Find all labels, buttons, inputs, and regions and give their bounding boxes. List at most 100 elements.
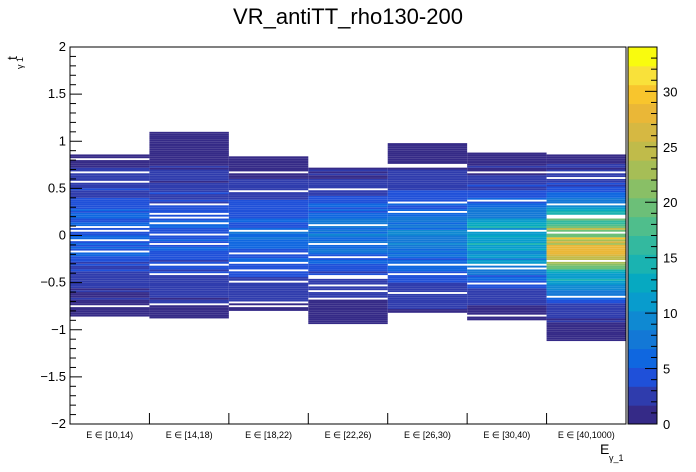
y-axis-title: t — [4, 56, 20, 60]
heatmap-cell — [546, 165, 626, 168]
heatmap-cell — [228, 197, 309, 200]
heatmap-cell — [546, 163, 626, 166]
heatmap-cell — [70, 252, 150, 255]
heatmap-cell — [70, 222, 150, 225]
heatmap-cell — [149, 178, 229, 181]
heatmap-cell — [70, 307, 150, 310]
heatmap-cell — [70, 309, 150, 311]
heatmap-cell — [149, 150, 229, 153]
heatmap-cell — [546, 316, 626, 319]
heatmap-cell — [387, 158, 468, 161]
heatmap-cell — [228, 205, 309, 208]
heatmap-cell — [149, 265, 229, 268]
heatmap-cell — [70, 201, 150, 204]
heatmap-cell — [387, 250, 468, 253]
heatmap-cell — [228, 158, 309, 161]
heatmap-cell — [228, 237, 309, 240]
heatmap-cell — [70, 224, 150, 227]
heatmap-cell — [70, 246, 150, 249]
y-axis-ticks: −2 −1.5 −1 −0.5 0 0.5 1 1.5 2 — [40, 39, 82, 431]
heatmap-cell — [467, 177, 547, 179]
heatmap-cell — [387, 252, 468, 255]
heatmap-cell — [467, 261, 547, 264]
heatmap-cell — [387, 154, 468, 157]
heatmap-cell — [387, 161, 468, 164]
heatmap-cell — [546, 290, 626, 293]
heatmap-cell — [149, 286, 229, 289]
heatmap-cell — [308, 220, 388, 223]
heatmap-cell — [387, 173, 468, 176]
heatmap-cell — [70, 161, 150, 164]
heatmap-cell — [70, 312, 150, 315]
heatmap-cell — [546, 286, 626, 289]
heatmap-cell — [149, 188, 229, 191]
heatmap-cell — [70, 301, 150, 304]
heatmap-cell — [387, 286, 468, 289]
color-scale-step — [628, 197, 657, 218]
heatmap-cell — [387, 299, 468, 302]
heatmap-cell — [70, 214, 150, 217]
heatmap-cell — [149, 310, 229, 313]
heatmap-cell — [546, 276, 626, 279]
heatmap-cell — [149, 137, 229, 140]
heatmap-cell — [467, 222, 547, 225]
heatmap-cell — [387, 143, 468, 146]
heatmap-cell — [149, 267, 229, 270]
heatmap-cell — [467, 194, 547, 196]
heatmap-cell — [149, 171, 229, 174]
heatmap-cell — [70, 154, 150, 157]
heatmap-cell — [308, 261, 388, 264]
heatmap-cell — [387, 146, 468, 149]
heatmap-cell — [70, 216, 150, 219]
heatmap-cell — [467, 310, 547, 313]
heatmap-cell — [70, 258, 150, 260]
heatmap-cell — [387, 276, 468, 279]
heatmap-cell — [149, 248, 229, 251]
heatmap-cell — [308, 288, 388, 291]
heatmap-cell — [546, 156, 626, 159]
heatmap-cell — [308, 295, 388, 298]
heatmap-cell — [387, 229, 468, 232]
y-tick-label: −1.5 — [40, 369, 66, 384]
heatmap-cell — [546, 173, 626, 176]
heatmap-cell — [149, 173, 229, 176]
heatmap-cell — [546, 226, 626, 228]
heatmap-cell — [467, 305, 547, 308]
heatmap-cell — [387, 160, 468, 162]
x-axis-label: E γ_1 — [600, 441, 624, 463]
heatmap-cell — [149, 235, 229, 238]
heatmap-cell — [70, 267, 150, 270]
heatmap-cell — [387, 288, 468, 291]
color-scale-step — [628, 141, 657, 161]
heatmap-cell — [467, 175, 547, 178]
heatmap-cell — [149, 163, 229, 166]
heatmap-cell — [546, 229, 626, 232]
heatmap-cell — [70, 235, 150, 238]
heatmap-cell — [467, 303, 547, 306]
heatmap-cell — [149, 293, 229, 296]
heatmap-cell — [228, 299, 309, 302]
heatmap-cell — [70, 295, 150, 298]
heatmap-cell — [308, 237, 388, 240]
heatmap-cell — [228, 224, 309, 227]
heatmap-cell — [546, 327, 626, 330]
heatmap-cell — [308, 316, 388, 319]
heatmap-cell — [70, 241, 150, 244]
heatmap-cell — [70, 184, 150, 187]
heatmap-cell — [308, 173, 388, 176]
heatmap-cell — [387, 178, 468, 181]
heatmap-cell — [467, 173, 547, 176]
heatmap-cell — [149, 237, 229, 240]
heatmap-cell — [228, 177, 309, 179]
heatmap-cell — [467, 239, 547, 242]
heatmap-cell — [149, 175, 229, 178]
heatmap-cell — [70, 244, 150, 247]
heatmap-cell — [228, 199, 309, 202]
heatmap-cell — [149, 133, 229, 136]
heatmap-cell — [467, 160, 547, 162]
heatmap-cell — [546, 244, 626, 247]
heatmap-cell — [308, 214, 388, 217]
heatmap-cell — [467, 244, 547, 247]
heatmap-cell — [228, 161, 309, 164]
